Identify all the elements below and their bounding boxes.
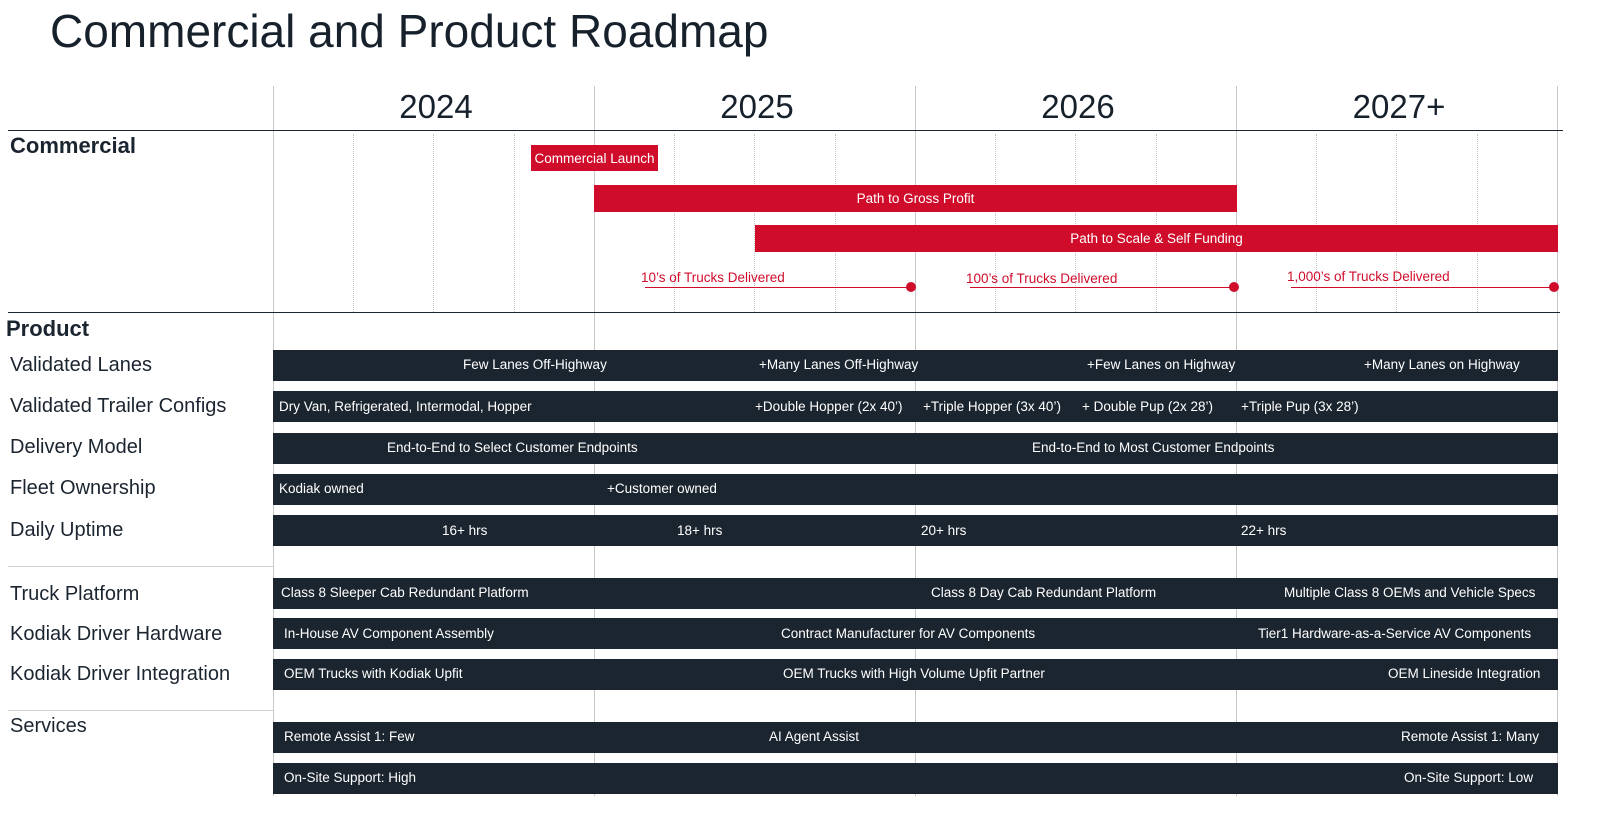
commercial-launch-label: Commercial Launch xyxy=(534,150,655,166)
segment-label: + Double Pup (2x 28’) xyxy=(1082,399,1213,414)
segment-label: End-to-End to Most Customer Endpoints xyxy=(1032,440,1275,455)
segment-label: +Double Hopper (2x 40’) xyxy=(755,399,903,414)
bar-delivery-model xyxy=(273,433,1558,464)
segment-label: End-to-End to Select Customer Endpoints xyxy=(387,440,638,455)
segment-label: +Triple Hopper (3x 40’) xyxy=(923,399,1061,414)
year-header-2026: 2026 xyxy=(1041,88,1115,125)
commercial-header-rule xyxy=(8,130,1563,131)
bar-services-onsite-support xyxy=(273,763,1558,794)
quarter-gridline xyxy=(353,134,354,312)
quarter-gridline xyxy=(1316,134,1317,312)
row-label-services: Services xyxy=(10,715,87,737)
bar-daily-uptime xyxy=(273,515,1558,546)
row-label-validated-lanes: Validated Lanes xyxy=(10,354,152,376)
scale-funding-label: Path to Scale & Self Funding xyxy=(1070,231,1243,246)
segment-label: OEM Trucks with High Volume Upfit Partne… xyxy=(783,666,1045,681)
milestone-10s-dot xyxy=(906,282,916,292)
quarter-gridline xyxy=(1075,134,1076,312)
row-label-kodiak-driver-hardware: Kodiak Driver Hardware xyxy=(10,623,223,645)
segment-label: On-Site Support: Low xyxy=(1404,770,1534,785)
commercial-launch-bar: Commercial Launch xyxy=(531,145,658,171)
milestone-1000s-label: 1,000’s of Trucks Delivered xyxy=(1287,269,1450,284)
bar-validated-lanes xyxy=(273,350,1558,381)
scale-funding-bar: Path to Scale & Self Funding xyxy=(755,225,1558,252)
segment-label: Contract Manufacturer for AV Components xyxy=(781,626,1036,641)
segment-label: OEM Lineside Integration xyxy=(1388,666,1541,681)
quarter-gridline xyxy=(514,134,515,312)
row-label-fleet-ownership: Fleet Ownership xyxy=(10,477,156,499)
group-separator xyxy=(8,710,273,711)
product-section-label: Product xyxy=(6,316,90,341)
bar-services-remote-assist xyxy=(273,722,1558,753)
group-separator xyxy=(8,566,273,567)
segment-label: 16+ hrs xyxy=(442,523,488,538)
year-header-2027-plus: 2027+ xyxy=(1352,88,1446,125)
segment-label: 18+ hrs xyxy=(677,523,723,538)
gross-profit-label: Path to Gross Profit xyxy=(856,191,975,206)
segment-label: 20+ hrs xyxy=(921,523,967,538)
segment-label: Tier1 Hardware-as-a-Service AV Component… xyxy=(1258,626,1532,641)
segment-label: +Many Lanes on Highway xyxy=(1364,357,1520,372)
segment-label: +Triple Pup (3x 28’) xyxy=(1241,399,1359,414)
segment-label: Class 8 Day Cab Redundant Platform xyxy=(931,585,1157,600)
row-label-validated-trailer-configs: Validated Trailer Configs xyxy=(10,395,227,417)
commercial-section-label: Commercial xyxy=(10,133,136,158)
segment-label: OEM Trucks with Kodiak Upfit xyxy=(284,666,463,681)
bar-validated-trailer-configs xyxy=(273,391,1558,422)
row-label-daily-uptime: Daily Uptime xyxy=(10,519,124,541)
milestone-100s-label: 100’s of Trucks Delivered xyxy=(966,271,1118,286)
milestone-10s-line xyxy=(645,287,911,288)
segment-label: Kodiak owned xyxy=(279,481,364,496)
milestone-10s-label: 10’s of Trucks Delivered xyxy=(641,270,785,285)
segment-label: Multiple Class 8 OEMs and Vehicle Specs xyxy=(1284,585,1536,600)
year-header-2024: 2024 xyxy=(399,88,473,125)
quarter-gridline xyxy=(433,134,434,312)
segment-label: +Customer owned xyxy=(607,481,717,496)
row-label-delivery-model: Delivery Model xyxy=(10,436,143,458)
segment-label: +Many Lanes Off-Highway xyxy=(759,357,919,372)
segment-label: Remote Assist 1: Many xyxy=(1401,729,1540,744)
segment-label: 22+ hrs xyxy=(1241,523,1287,538)
quarter-gridline xyxy=(754,134,755,312)
quarter-gridline xyxy=(1396,134,1397,312)
row-label-kodiak-driver-integration: Kodiak Driver Integration xyxy=(10,663,231,685)
bar-kodiak-driver-hardware xyxy=(273,618,1558,649)
bar-truck-platform xyxy=(273,578,1558,609)
year-header-2025: 2025 xyxy=(720,88,794,125)
bar-fleet-ownership xyxy=(273,474,1558,505)
milestone-1000s-line xyxy=(1291,287,1554,288)
quarter-gridline xyxy=(674,134,675,312)
milestone-100s-dot xyxy=(1229,282,1239,292)
quarter-gridline xyxy=(1156,134,1157,312)
row-label-truck-platform: Truck Platform xyxy=(10,583,140,605)
gross-profit-bar: Path to Gross Profit xyxy=(594,185,1237,212)
segment-label: AI Agent Assist xyxy=(769,729,860,744)
milestone-100s-line xyxy=(970,287,1234,288)
segment-label: On-Site Support: High xyxy=(284,770,417,785)
quarter-gridline xyxy=(1477,134,1478,312)
milestone-1000s-dot xyxy=(1549,282,1559,292)
segment-label: Few Lanes Off-Highway xyxy=(463,357,607,372)
segment-label: In-House AV Component Assembly xyxy=(284,626,494,641)
segment-label: Class 8 Sleeper Cab Redundant Platform xyxy=(281,585,529,600)
segment-label: Remote Assist 1: Few xyxy=(284,729,415,744)
quarter-gridline xyxy=(995,134,996,312)
bar-kodiak-driver-integration xyxy=(273,659,1558,690)
segment-label: Dry Van, Refrigerated, Intermodal, Hoppe… xyxy=(279,399,532,414)
product-header-rule xyxy=(8,312,1560,313)
quarter-gridline xyxy=(835,134,836,312)
segment-label: +Few Lanes on Highway xyxy=(1087,357,1236,372)
page-title: Commercial and Product Roadmap xyxy=(50,5,769,57)
